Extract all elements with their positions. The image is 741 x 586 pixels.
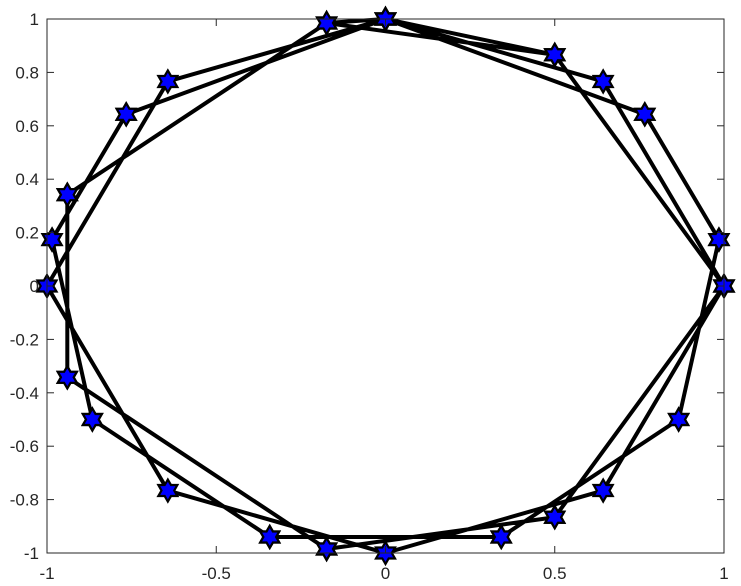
tick-layer (46, 18, 725, 554)
x-tick-labels: -1 -0.5 0 0.5 1 (39, 564, 728, 583)
data-point (80, 406, 104, 433)
data-point (591, 68, 615, 95)
x-tick-label: 0.5 (543, 564, 567, 583)
plot-area (47, 19, 724, 553)
y-tick-label: 0.4 (15, 170, 39, 189)
data-point (315, 9, 339, 37)
y-tick-label: -0.2 (10, 330, 39, 349)
data-point (156, 477, 180, 504)
data-point (55, 181, 79, 208)
x-tick-label: -1 (39, 564, 54, 583)
x-tick-label: 0 (381, 564, 390, 583)
y-tick-label: -0.4 (10, 384, 39, 403)
y-tick-labels: 1 0.8 0.6 0.4 0.2 0 -0.2 -0.4 -0.6 -0.8 -1 (10, 10, 39, 563)
x-tick-label: -0.5 (202, 564, 231, 583)
x-tick-label: 1 (719, 564, 728, 583)
y-tick-label: 0 (30, 277, 39, 296)
marker-layer (35, 5, 736, 567)
data-point (591, 477, 615, 504)
y-tick-label: 0.8 (15, 63, 39, 82)
data-point (667, 406, 691, 433)
y-tick-label: 0.6 (15, 117, 39, 136)
data-point (258, 523, 282, 551)
data-point (156, 68, 180, 95)
data-point (543, 504, 567, 531)
y-tick-label: -0.8 (10, 491, 39, 510)
data-point (543, 41, 567, 68)
data-point (633, 101, 657, 128)
y-tick-label: 1 (30, 10, 39, 29)
data-point (315, 535, 339, 563)
data-point (489, 523, 513, 551)
y-tick-label: -0.6 (10, 437, 39, 456)
y-tick-label: -1 (24, 544, 39, 563)
series-line-0 (45, 17, 726, 555)
data-point (55, 364, 79, 391)
y-tick-label: 0.2 (15, 224, 39, 243)
data-point (114, 101, 138, 128)
series-layer (45, 17, 726, 555)
